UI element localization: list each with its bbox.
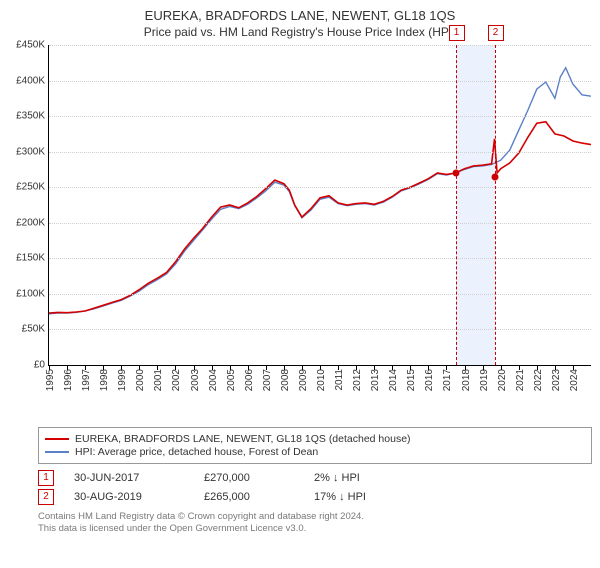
x-tick-label: 2004	[208, 369, 219, 391]
x-tick-label: 2005	[226, 369, 237, 391]
chart-area: £0£50K£100K£150K£200K£250K£300K£350K£400…	[48, 45, 590, 385]
x-tick-label: 1997	[81, 369, 92, 391]
y-gridline	[49, 329, 591, 330]
legend-label: EUREKA, BRADFORDS LANE, NEWENT, GL18 1QS…	[75, 433, 411, 445]
legend-row: HPI: Average price, detached house, Fore…	[45, 446, 585, 458]
y-gridline	[49, 152, 591, 153]
sales-row-diff: 2% ↓ HPI	[314, 472, 404, 484]
x-tick-label: 2001	[153, 369, 164, 391]
line-series-svg	[49, 45, 591, 365]
sale-marker-box: 2	[488, 25, 504, 41]
x-tick-label: 2000	[135, 369, 146, 391]
x-tick-label: 2006	[244, 369, 255, 391]
sales-row-diff: 17% ↓ HPI	[314, 491, 404, 503]
y-gridline	[49, 45, 591, 46]
y-tick-label: £400K	[16, 75, 45, 86]
x-tick-label: 2012	[352, 369, 363, 391]
x-tick-label: 1998	[99, 369, 110, 391]
x-tick-label: 2013	[370, 369, 381, 391]
x-tick-label: 2010	[316, 369, 327, 391]
sale-vline	[456, 45, 457, 365]
sales-row-price: £270,000	[204, 472, 294, 484]
y-tick-label: £100K	[16, 288, 45, 299]
y-tick-label: £250K	[16, 182, 45, 193]
sale-point	[491, 173, 498, 180]
y-tick-label: £300K	[16, 146, 45, 157]
x-tick-label: 2016	[424, 369, 435, 391]
footnote-line2: This data is licensed under the Open Gov…	[38, 523, 592, 535]
legend-label: HPI: Average price, detached house, Fore…	[75, 446, 318, 458]
x-tick-label: 2011	[334, 369, 345, 391]
sale-point	[452, 170, 459, 177]
y-gridline	[49, 187, 591, 188]
x-tick-label: 1996	[63, 369, 74, 391]
sales-row-marker: 1	[38, 470, 54, 486]
x-tick-label: 2009	[298, 369, 309, 391]
x-tick-label: 2019	[479, 369, 490, 391]
x-tick-label: 2007	[262, 369, 273, 391]
legend-swatch	[45, 438, 69, 440]
x-tick-label: 2023	[551, 369, 562, 391]
x-tick-label: 2018	[461, 369, 472, 391]
sale-marker-box: 1	[449, 25, 465, 41]
y-tick-label: £150K	[16, 253, 45, 264]
chart-subtitle: Price paid vs. HM Land Registry's House …	[0, 25, 600, 39]
chart-title: EUREKA, BRADFORDS LANE, NEWENT, GL18 1QS	[0, 8, 600, 23]
sales-row-price: £265,000	[204, 491, 294, 503]
sales-row-date: 30-JUN-2017	[74, 472, 184, 484]
y-gridline	[49, 116, 591, 117]
y-gridline	[49, 258, 591, 259]
sales-row: 1 30-JUN-2017 £270,000 2% ↓ HPI	[38, 470, 592, 486]
x-tick-label: 2015	[406, 369, 417, 391]
x-tick-label: 1999	[117, 369, 128, 391]
x-tick-label: 2022	[533, 369, 544, 391]
y-gridline	[49, 81, 591, 82]
sales-row: 2 30-AUG-2019 £265,000 17% ↓ HPI	[38, 489, 592, 505]
sales-row-marker: 2	[38, 489, 54, 505]
sales-row-date: 30-AUG-2019	[74, 491, 184, 503]
footnote: Contains HM Land Registry data © Crown c…	[38, 511, 592, 535]
x-tick-label: 2008	[280, 369, 291, 391]
x-tick-label: 2020	[497, 369, 508, 391]
y-tick-label: £200K	[16, 217, 45, 228]
legend-swatch	[45, 451, 69, 453]
footnote-line1: Contains HM Land Registry data © Crown c…	[38, 511, 592, 523]
x-tick-label: 1995	[45, 369, 56, 391]
y-gridline	[49, 223, 591, 224]
y-tick-label: £50K	[22, 324, 45, 335]
y-gridline	[49, 294, 591, 295]
x-tick-label: 2024	[569, 369, 580, 391]
legend-box: EUREKA, BRADFORDS LANE, NEWENT, GL18 1QS…	[38, 427, 592, 464]
y-tick-label: £450K	[16, 40, 45, 51]
series-hpi	[49, 68, 591, 314]
sales-table: 1 30-JUN-2017 £270,000 2% ↓ HPI 2 30-AUG-2019…	[38, 470, 592, 505]
x-tick-label: 2003	[190, 369, 201, 391]
x-tick-label: 2017	[442, 369, 453, 391]
y-tick-label: £350K	[16, 111, 45, 122]
plot-area: £0£50K£100K£150K£200K£250K£300K£350K£400…	[48, 45, 591, 366]
x-tick-label: 2002	[171, 369, 182, 391]
sale-vline	[495, 45, 496, 365]
x-tick-label: 2014	[388, 369, 399, 391]
legend-row: EUREKA, BRADFORDS LANE, NEWENT, GL18 1QS…	[45, 433, 585, 445]
x-tick-label: 2021	[515, 369, 526, 391]
y-tick-label: £0	[34, 360, 45, 371]
